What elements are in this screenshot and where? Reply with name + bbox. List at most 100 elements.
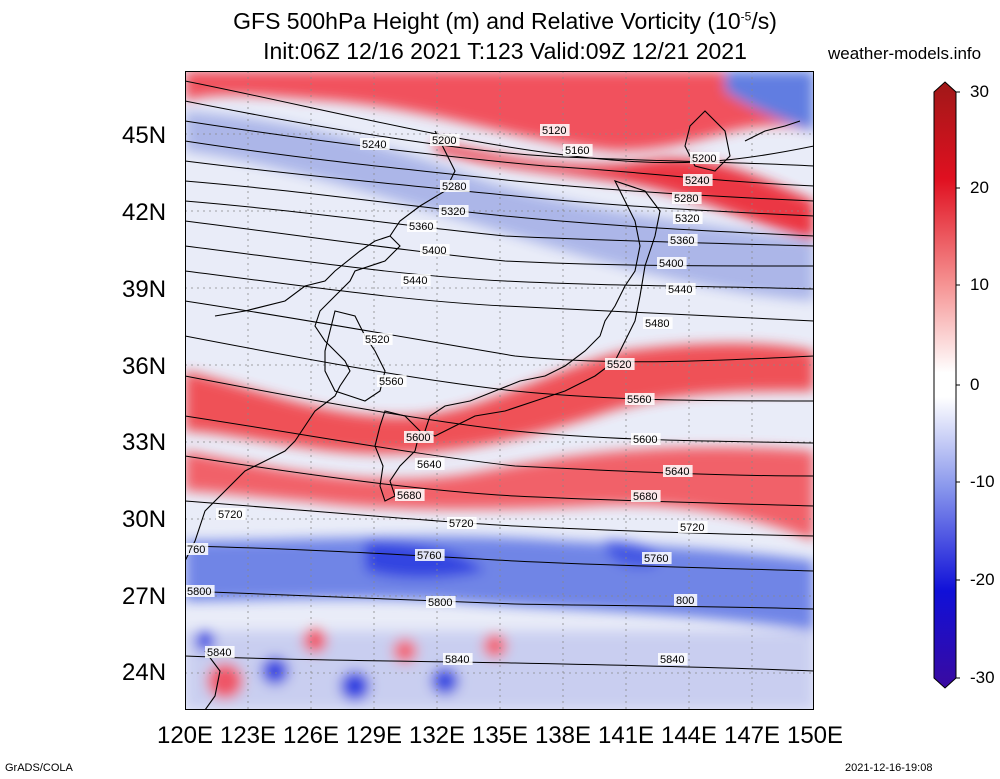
contour-label-bg: [401, 274, 431, 286]
contour-label: 5640: [665, 466, 689, 478]
colorbar-label-10: 10: [970, 275, 989, 294]
contour-label-bg: [420, 244, 450, 256]
colorbar: [933, 81, 960, 689]
contour-label: 5840: [207, 647, 231, 659]
contour-label: 5560: [379, 376, 403, 388]
lat-label-27n: 27N: [122, 583, 167, 610]
lon-label-132e: 132E: [408, 722, 466, 749]
contour-label: 5720: [680, 522, 704, 534]
contour-label: 5360: [409, 221, 433, 233]
contour-label-bg: [377, 375, 407, 387]
contour-label-bg: [631, 433, 661, 445]
lon-label-141e: 141E: [597, 722, 655, 749]
contour-label-bg: [415, 549, 445, 561]
contour-label: 5400: [659, 258, 683, 270]
contour-label-bg: [205, 646, 235, 658]
contour-label-bg: [642, 552, 672, 564]
contour-label-bg: [674, 594, 698, 606]
contour-label: 5240: [362, 139, 386, 151]
contour-label-bg: [363, 333, 393, 345]
lon-label-138e: 138E: [534, 722, 592, 749]
contour-label-bg: [440, 180, 470, 192]
contour-label: 5600: [406, 432, 430, 444]
contour-label-bg: [658, 653, 688, 665]
contour-label: 5680: [397, 490, 421, 502]
lon-label-123e: 123E: [219, 722, 277, 749]
contour-label-bg: [439, 205, 469, 217]
colorbar-label-20: 20: [970, 178, 989, 197]
contour-label-bg: [447, 517, 477, 529]
contour-label-bg: [404, 431, 434, 443]
contour-label: 5640: [417, 459, 441, 471]
lon-label-120e: 120E: [156, 722, 214, 749]
contour-label-bg: [360, 138, 390, 150]
contour-label-bg: [605, 358, 635, 370]
lon-label-135e: 135E: [471, 722, 529, 749]
contour-label: 5520: [607, 359, 631, 371]
contour-label: 5440: [668, 284, 692, 296]
contour-label: 5280: [442, 181, 466, 193]
colorbar-label-neg10: -10: [970, 472, 995, 491]
lon-label-126e: 126E: [282, 722, 340, 749]
contour-label: 5160: [565, 145, 589, 157]
lon-label-144e: 144E: [660, 722, 718, 749]
contour-label-bg: [657, 257, 687, 269]
contour-label: 760: [187, 544, 205, 556]
contour-label: 5280: [674, 193, 698, 205]
contour-label: 5360: [670, 235, 694, 247]
contour-label-bg: [683, 174, 713, 186]
contour-label: 800: [676, 595, 694, 607]
contour-label: 5800: [187, 586, 211, 598]
contour-label: 5600: [633, 434, 657, 446]
contour-label: 5400: [422, 245, 446, 257]
contour-label-bg: [443, 653, 473, 665]
lon-label-129e: 129E: [345, 722, 403, 749]
contour-label: 5240: [685, 175, 709, 187]
map-title-line1: GFS 500hPa Height (m) and Relative Vorti…: [233, 8, 777, 34]
colorbar-label-30: 30: [970, 82, 989, 101]
lat-label-24n: 24N: [122, 659, 167, 686]
contour-label: 5720: [218, 509, 242, 521]
lat-label-39n: 39N: [122, 276, 167, 303]
contour-label-bg: [625, 393, 655, 405]
contour-label: 5120: [542, 125, 566, 137]
vorticity-map: 5120 5160 5200 5200 5240 5240 5280 5280 5320 5320…: [185, 71, 814, 710]
contour-label-bg: [185, 543, 209, 555]
contour-label: 5680: [633, 491, 657, 503]
lat-label-33n: 33N: [122, 429, 167, 456]
contour-label-bg: [643, 317, 673, 329]
contour-label: 5840: [660, 654, 684, 666]
contour-label-bg: [668, 234, 698, 246]
site-credit: weather-models.info: [828, 44, 982, 63]
contour-label: 5440: [403, 275, 427, 287]
lon-label-150e: 150E: [786, 722, 844, 749]
lat-label-36n: 36N: [122, 353, 167, 380]
colorbar-label-neg30: -30: [970, 668, 995, 687]
contour-label-bg: [672, 192, 702, 204]
contour-label-bg: [415, 458, 445, 470]
colorbar-label-neg20: -20: [970, 570, 995, 589]
contour-label: 5200: [432, 135, 456, 147]
contour-label-bg: [216, 508, 246, 520]
map-title-line2: Init:06Z 12/16 2021 T:123 Valid:09Z 12/2…: [263, 38, 747, 64]
contour-label-bg: [540, 124, 570, 136]
lat-label-42n: 42N: [122, 199, 167, 226]
footer-timestamp: 2021-12-16-19:08: [845, 762, 933, 774]
contour-label-bg: [678, 521, 708, 533]
contour-label-bg: [631, 490, 661, 502]
contour-label: 5560: [627, 394, 651, 406]
contour-label: 5720: [449, 518, 473, 530]
contour-label: 5320: [675, 213, 699, 225]
contour-label: 5760: [644, 553, 668, 565]
contour-label-bg: [563, 144, 593, 156]
contour-label-bg: [407, 220, 437, 232]
contour-label-bg: [690, 152, 720, 164]
lat-label-45n: 45N: [122, 122, 167, 149]
lon-label-147e: 147E: [723, 722, 781, 749]
contour-label-bg: [663, 465, 693, 477]
colorbar-label-0: 0: [970, 375, 980, 394]
footer-software: GrADS/COLA: [5, 762, 73, 774]
contour-label-bg: [673, 212, 703, 224]
contour-label: 5480: [645, 318, 669, 330]
contour-label-bg: [185, 585, 215, 597]
